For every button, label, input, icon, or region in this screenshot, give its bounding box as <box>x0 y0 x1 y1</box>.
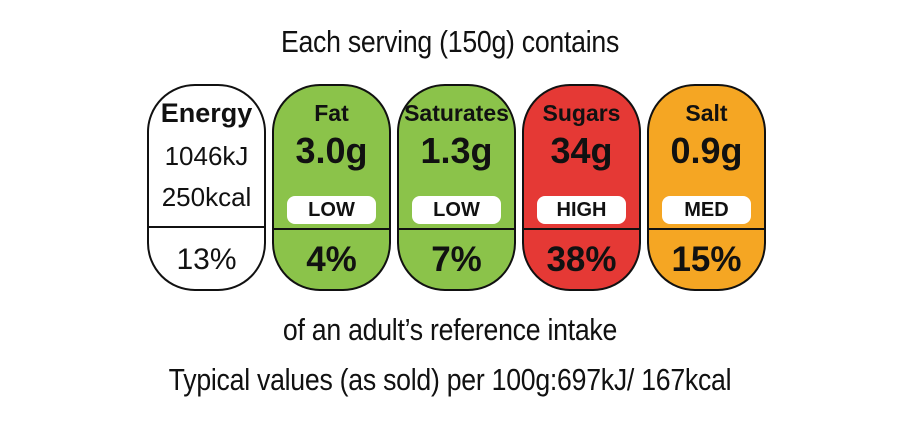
sugars-cell: Sugars 34g HIGH 38% <box>522 84 641 291</box>
saturates-percent: 7% <box>431 240 482 279</box>
salt-percent: 15% <box>671 240 742 279</box>
fat-cell: Fat 3.0g LOW 4% <box>272 84 391 291</box>
saturates-level-badge: LOW <box>412 196 501 224</box>
serving-heading: Each serving (150g) contains <box>280 24 620 59</box>
energy-upper: Energy 1046kJ 250kcal <box>149 86 264 228</box>
fat-percent: 4% <box>306 240 357 279</box>
energy-cell: Energy 1046kJ 250kcal 13% <box>147 84 266 291</box>
typical-values-text: Typical values (as sold) per 100g:697kJ/… <box>168 362 732 397</box>
fat-amount: 3.0g <box>295 130 368 171</box>
sugars-upper: Sugars 34g HIGH <box>524 86 639 230</box>
saturates-cell: Saturates 1.3g LOW 7% <box>397 84 516 291</box>
fat-label: Fat <box>314 100 349 126</box>
energy-percent: 13% <box>176 243 237 276</box>
salt-cell: Salt 0.9g MED 15% <box>647 84 766 291</box>
sugars-amount: 34g <box>550 130 613 171</box>
sugars-level-badge: HIGH <box>537 196 626 224</box>
saturates-amount: 1.3g <box>420 130 493 171</box>
energy-kj: 1046kJ <box>164 141 249 171</box>
reference-intake-text: of an adult’s reference intake <box>282 312 618 347</box>
sugars-percent: 38% <box>546 240 617 279</box>
fat-upper: Fat 3.0g LOW <box>274 86 389 230</box>
salt-upper: Salt 0.9g MED <box>649 86 764 230</box>
nutrition-label: Energy 1046kJ 250kcal 13% Fat 3.0g LOW 4… <box>147 84 766 291</box>
saturates-upper: Saturates 1.3g LOW <box>399 86 514 230</box>
saturates-label: Saturates <box>404 100 509 126</box>
salt-label: Salt <box>685 100 728 126</box>
salt-amount: 0.9g <box>670 130 743 171</box>
energy-label: Energy <box>160 98 253 128</box>
fat-level-badge: LOW <box>287 196 376 224</box>
energy-kcal: 250kcal <box>161 182 252 212</box>
salt-level-badge: MED <box>662 196 751 224</box>
sugars-label: Sugars <box>542 100 621 126</box>
